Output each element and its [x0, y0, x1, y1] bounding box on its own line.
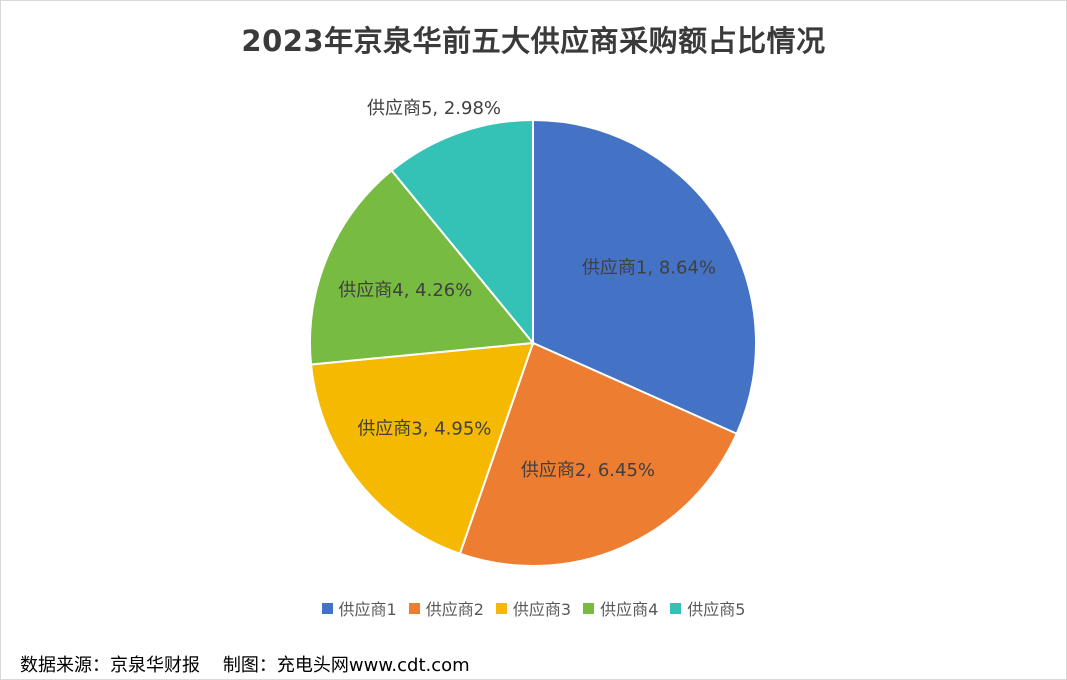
legend-item-4: 供应商4 — [583, 596, 658, 620]
chart-title: 2023年京泉华前五大供应商采购额占比情况 — [241, 24, 826, 58]
source-note: 数据来源：京泉华财报 制图：充电头网www.cdt.com — [20, 655, 470, 676]
slice-label-1: 供应商1, 8.64% — [582, 258, 716, 279]
legend-label-1: 供应商1 — [338, 600, 397, 619]
legend-swatch-2 — [408, 602, 420, 614]
legend-swatch-5 — [670, 602, 682, 614]
legend-label-4: 供应商4 — [600, 600, 659, 619]
slice-label-5: 供应商5, 2.98% — [367, 98, 501, 119]
legend-item-2: 供应商2 — [408, 596, 484, 620]
slice-label-4: 供应商4, 4.26% — [338, 280, 472, 301]
pie-slice-3 — [309, 341, 535, 555]
slice-label-2: 供应商2, 6.45% — [521, 460, 655, 481]
pie-slice-4 — [309, 169, 535, 366]
legend-swatch-4 — [583, 602, 595, 614]
legend-item-1: 供应商1 — [321, 596, 397, 620]
slice-label-3: 供应商3, 4.95% — [357, 419, 491, 440]
legend-item-3: 供应商3 — [495, 596, 572, 620]
legend-label-5: 供应商5 — [687, 600, 746, 619]
legend-swatch-1 — [321, 602, 333, 614]
legend-label-2: 供应商2 — [425, 600, 484, 619]
pie-slice-1 — [532, 118, 757, 436]
pie-slice-2 — [458, 341, 739, 567]
pie-slice-5 — [390, 118, 534, 346]
legend-swatch-3 — [495, 602, 507, 614]
legend-item-5: 供应商5 — [670, 596, 745, 620]
legend-label-3: 供应商3 — [512, 600, 572, 619]
chart-legend: 供应商1 供应商2 供应商3 供应商4 供应商5 — [0, 596, 1067, 620]
